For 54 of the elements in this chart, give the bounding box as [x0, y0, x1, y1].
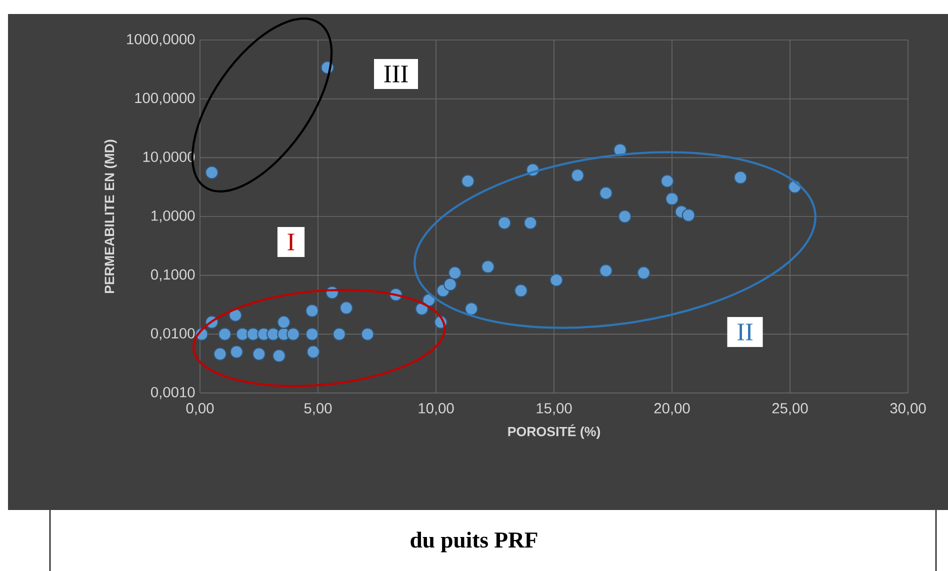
point [524, 216, 538, 230]
x-tick-label: 30,00 [890, 403, 926, 416]
y-tick-label: 1,0000 [152, 210, 195, 223]
x-tick-label: 10,00 [418, 403, 454, 416]
point [461, 174, 475, 188]
point [286, 328, 300, 341]
point [570, 168, 584, 182]
point [682, 208, 696, 222]
point [252, 347, 266, 361]
point [305, 304, 319, 318]
x-tick-label: 15,00 [536, 403, 572, 416]
point [599, 186, 613, 200]
y-tick-label: 100,0000 [135, 92, 195, 105]
point [272, 349, 286, 362]
point [443, 278, 457, 292]
point [360, 328, 374, 341]
point [514, 284, 528, 298]
x-tick-label: 5,00 [304, 403, 332, 416]
point [734, 170, 748, 184]
point [660, 174, 674, 188]
point [305, 328, 319, 341]
point [448, 266, 462, 280]
x-tick-label: 0,00 [186, 403, 214, 416]
y-tick-label: 0,0010 [150, 386, 195, 400]
point [599, 264, 613, 278]
point [332, 328, 346, 341]
point [213, 347, 227, 361]
point [228, 308, 242, 322]
y-tick-label: 0,1000 [150, 269, 195, 282]
point [481, 260, 495, 274]
annotation: III [384, 66, 408, 82]
x-tick-label: 20,00 [654, 403, 690, 416]
annotation: I [288, 234, 294, 250]
point [340, 301, 353, 315]
point [550, 273, 564, 287]
point [637, 266, 650, 280]
point [230, 345, 244, 359]
annotation: II [737, 324, 753, 340]
point [236, 328, 250, 341]
y-tick-label: 0,0100 [150, 328, 195, 340]
point [218, 328, 232, 341]
y-tick-label: 1000,0000 [127, 34, 195, 46]
y-tick-label: 10,0000 [143, 152, 195, 164]
point [205, 166, 218, 180]
point [277, 315, 290, 329]
point [618, 210, 632, 224]
point [665, 192, 679, 206]
point [464, 302, 478, 316]
y-axis-title: PERMEABILITE EN (MD) [104, 140, 117, 294]
x-axis-title: POROSITÉ (%) [508, 424, 600, 439]
x-tick-label: 25,00 [772, 403, 808, 416]
point [306, 345, 320, 359]
point [498, 216, 512, 230]
text: du puits PRF [410, 532, 538, 552]
